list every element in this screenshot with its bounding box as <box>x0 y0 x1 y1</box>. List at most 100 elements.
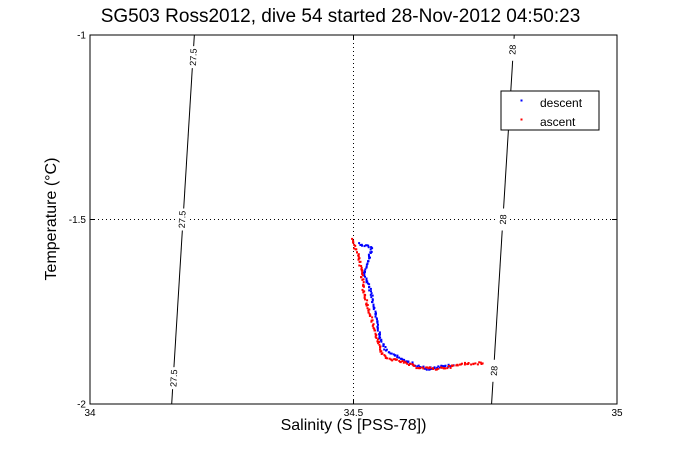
descent-point-93 <box>392 353 395 356</box>
ascent-point-72 <box>374 334 377 337</box>
descent-point-16 <box>367 253 370 256</box>
descent-point-131 <box>440 364 443 367</box>
ascent-point-135 <box>444 367 447 370</box>
descent-point-58 <box>374 310 377 313</box>
ascent-point-78 <box>377 342 380 345</box>
ascent-point-59 <box>371 316 374 319</box>
ascent-point-11 <box>357 253 360 256</box>
y-tick-label-1: -1.5 <box>69 215 87 226</box>
contour-label-bg-1 <box>176 208 188 231</box>
axis-ticks: 34 34.5 35 -2 -1.5 -1 <box>69 31 623 420</box>
ascent-point-157 <box>476 363 479 366</box>
descent-point-7 <box>367 244 370 247</box>
descent-point-47 <box>371 294 374 297</box>
descent-point-17 <box>368 255 370 258</box>
ascent-point-136 <box>446 367 449 370</box>
ascent-point-92 <box>386 357 389 360</box>
descent-point-128 <box>437 365 440 368</box>
ascent-point-129 <box>436 368 438 371</box>
ascent-point-102 <box>399 361 402 364</box>
legend-label-descent: descent <box>540 96 583 110</box>
contour-label-4: 28 <box>498 214 509 225</box>
ascent-point-140 <box>450 364 453 367</box>
descent-point-21 <box>367 260 370 263</box>
ascent-point-61 <box>371 319 374 322</box>
ascent-point-42 <box>364 294 367 296</box>
descent-point-27 <box>364 268 367 271</box>
ascent-point-1 <box>352 239 355 242</box>
descent-point-64 <box>376 318 378 321</box>
ascent-point-126 <box>432 368 435 370</box>
legend: descent ascent <box>500 90 600 131</box>
descent-point-127 <box>436 366 439 369</box>
descent-point-120 <box>425 368 428 371</box>
descent-point-97 <box>396 356 399 359</box>
ascent-point-161 <box>481 362 484 365</box>
ascent-point-76 <box>376 340 379 343</box>
ascent-point-103 <box>401 360 404 362</box>
descent-point-45 <box>370 292 373 295</box>
descent-point-70 <box>376 326 379 329</box>
ascent-point-56 <box>368 313 371 316</box>
ascent-point-85 <box>380 350 383 353</box>
ascent-point-25 <box>361 271 364 274</box>
descent-point-68 <box>377 323 379 326</box>
ascent-point-8 <box>354 248 357 251</box>
ascent-point-46 <box>366 299 369 302</box>
x-axis-label: Salinity (S [PSS-78]) <box>280 417 427 434</box>
ascent-point-30 <box>362 278 365 281</box>
descent-point-33 <box>364 275 366 278</box>
ascent-point-91 <box>384 357 387 359</box>
ascent-point-26 <box>361 272 364 275</box>
ascent-point-130 <box>437 367 440 370</box>
descent-point-61 <box>374 313 377 315</box>
contour-label-3: 28 <box>507 44 518 55</box>
ascent-point-79 <box>378 343 381 346</box>
descent-point-44 <box>370 290 372 293</box>
ascent-point-27 <box>361 274 364 277</box>
ascent-point-77 <box>378 341 380 343</box>
ascent-point-134 <box>442 367 445 370</box>
ascent-point-29 <box>360 276 363 279</box>
descent-point-129 <box>439 366 441 369</box>
descent-point-26 <box>365 266 368 269</box>
descent-point-136 <box>447 363 450 366</box>
descent-point-38 <box>367 282 369 285</box>
ascent-point-81 <box>379 345 382 348</box>
x-tick-label-0: 34 <box>84 408 96 419</box>
descent-point-86 <box>383 348 386 351</box>
descent-point-71 <box>376 327 379 330</box>
descent-point-91 <box>389 352 392 355</box>
descent-point-0 <box>358 242 361 245</box>
contour-label-bg-0 <box>187 46 199 69</box>
ascent-point-109 <box>409 362 412 365</box>
ascent-point-93 <box>388 357 391 360</box>
descent-point-108 <box>411 361 414 364</box>
descent-point-98 <box>398 356 401 359</box>
descent-point-113 <box>417 364 420 367</box>
descent-point-78 <box>379 336 382 339</box>
descent-point-96 <box>396 354 399 357</box>
descent-point-50 <box>371 299 374 302</box>
contour-label-5: 28 <box>489 366 500 377</box>
descent-point-24 <box>365 263 368 266</box>
descent-point-92 <box>390 352 393 355</box>
ascent-point-37 <box>361 288 364 291</box>
ascent-point-147 <box>461 362 463 365</box>
descent-point-43 <box>368 289 371 292</box>
contour-label-bg-4 <box>497 208 509 231</box>
contour-label-0: 27.5 <box>188 48 199 66</box>
ascent-point-18 <box>358 261 361 263</box>
ascent-point-158 <box>478 361 481 364</box>
ascent-point-106 <box>404 361 407 364</box>
ascent-point-121 <box>425 366 428 369</box>
ascent-point-31 <box>361 278 364 281</box>
descent-point-30 <box>362 271 365 274</box>
descent-point-77 <box>378 337 380 340</box>
contour-label-bg-5 <box>488 359 500 382</box>
ascent-point-145 <box>458 363 461 366</box>
ascent-point-48 <box>365 303 368 306</box>
ascent-point-105 <box>402 361 405 364</box>
descent-point-106 <box>406 361 409 364</box>
